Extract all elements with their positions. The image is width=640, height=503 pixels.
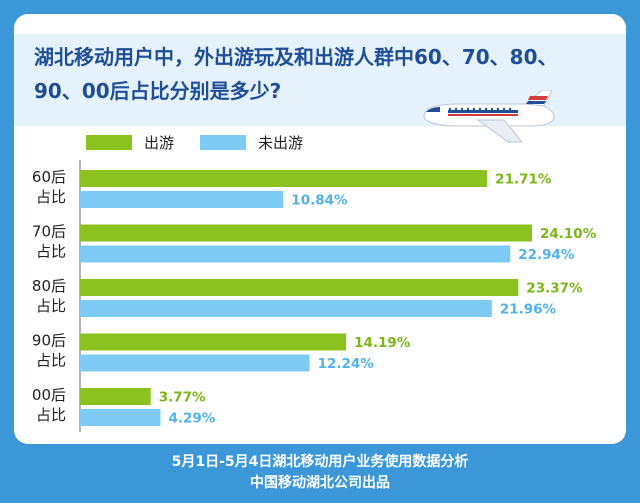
legend-item-travel: 出游: [86, 132, 174, 153]
chart-legend: 出游 未出游: [86, 132, 329, 153]
bar: [80, 224, 532, 242]
bar-chart: 60后占比 21.71% 10.84% 70后占比 24.10% 22.94% 80后占比 2…: [32, 160, 597, 432]
bar: [80, 245, 511, 263]
legend-swatch-travel: [86, 135, 132, 150]
category-label: 70后占比: [32, 223, 66, 261]
data-label: 4.29%: [168, 411, 215, 427]
category-label: 80后占比: [32, 277, 66, 315]
data-label: 3.77%: [159, 390, 206, 406]
bar: [80, 333, 347, 351]
bar: [80, 170, 488, 187]
data-label: 24.10%: [540, 226, 597, 242]
bar: [80, 300, 492, 317]
bar: [80, 279, 519, 296]
data-label: 22.94%: [518, 247, 575, 263]
data-label: 14.19%: [354, 335, 411, 351]
legend-label-travel: 出游: [144, 134, 175, 152]
footer: 5月1日-5月4日湖北移动用户业务使用数据分析 中国移动湖北公司出品: [0, 452, 640, 494]
data-label: 23.37%: [526, 281, 583, 297]
footer-publisher: 中国移动湖北公司出品: [250, 475, 390, 491]
bar: [80, 409, 161, 426]
data-label: 21.71%: [495, 172, 552, 188]
data-label: 21.96%: [500, 302, 557, 318]
airplane-icon: [423, 90, 555, 143]
bar: [80, 191, 284, 208]
category-label: 90后占比: [32, 332, 66, 370]
legend-swatch-no-travel: [200, 135, 247, 150]
bar: [80, 354, 310, 372]
chart-title: 湖北移动用户中，外出游玩及和出游人群中60、70、80、90、00后占比分别是多…: [34, 45, 558, 103]
footer-source: 5月1日-5月4日湖北移动用户业务使用数据分析: [171, 454, 469, 470]
legend-item-no-travel: 未出游: [200, 132, 303, 153]
data-label: 12.24%: [318, 356, 375, 372]
legend-label-no-travel: 未出游: [258, 134, 304, 152]
data-label: 10.84%: [291, 193, 348, 209]
category-label: 00后占比: [32, 386, 66, 424]
bar: [80, 388, 151, 405]
category-label: 60后占比: [32, 168, 66, 206]
